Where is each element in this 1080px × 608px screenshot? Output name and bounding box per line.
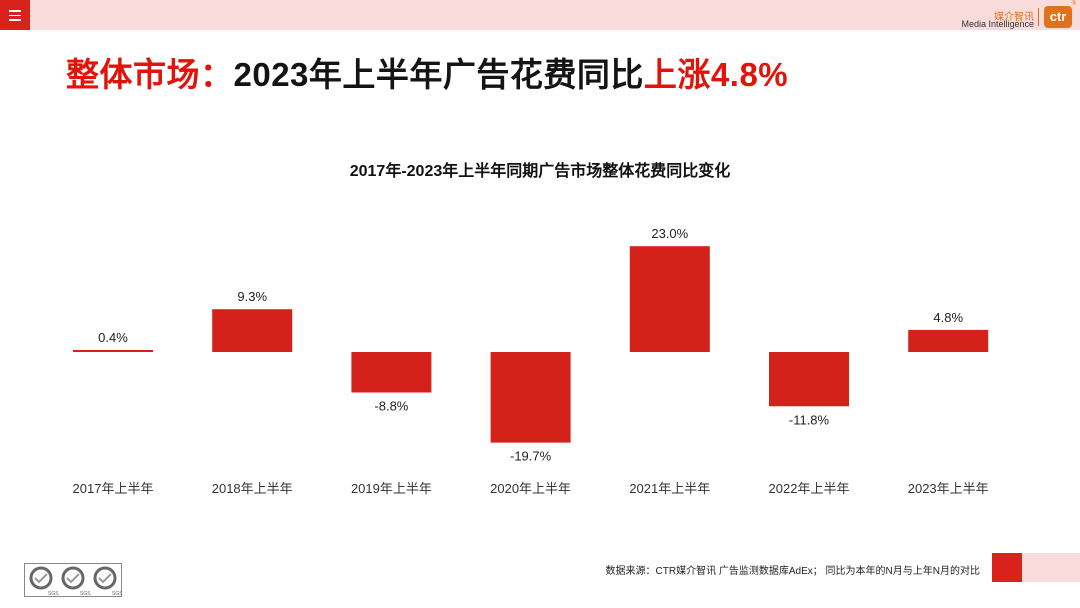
- page-title-part1: 整体市场：: [66, 56, 234, 93]
- category-label-2018年上半年: 2018年上半年: [212, 481, 293, 496]
- brand-separator: [1038, 8, 1039, 26]
- data-label-2022年上半年: -11.8%: [789, 412, 830, 427]
- category-label-2019年上半年: 2019年上半年: [351, 481, 432, 496]
- data-label-2021年上半年: 23.0%: [651, 226, 688, 241]
- data-label-2018年上半年: 9.3%: [237, 289, 267, 304]
- page-title-part3: 上涨4.8%: [643, 56, 789, 93]
- sgs-certification-icons: SGS SGS SGS: [24, 563, 122, 597]
- data-label-2020年上半年: -19.7%: [510, 449, 552, 464]
- page-title: 整体市场：2023年上半年广告花费同比上涨4.8%: [66, 48, 788, 96]
- category-label-2017年上半年: 2017年上半年: [73, 481, 154, 496]
- footer-accent-red: [992, 553, 1022, 582]
- bar-2019年上半年: [351, 352, 432, 393]
- sgs-label-1: SGS: [48, 591, 59, 597]
- data-source-note: 数据来源：CTR媒介智讯 广告监测数据库AdEx； 同比为本年的N月与上年N月的…: [605, 566, 980, 577]
- category-label-2021年上半年: 2021年上半年: [629, 481, 710, 496]
- footer-accent-pink: [1022, 553, 1080, 582]
- category-label-2023年上半年: 2023年上半年: [908, 481, 989, 496]
- hamburger-menu-icon[interactable]: [0, 0, 30, 30]
- category-label-2020年上半年: 2020年上半年: [490, 481, 571, 496]
- bar-2018年上半年: [212, 309, 293, 352]
- data-label-2017年上半年: 0.4%: [98, 330, 128, 345]
- bar-2021年上半年: [629, 246, 710, 352]
- top-bar: [0, 0, 1080, 30]
- category-label-2022年上半年: 2022年上半年: [769, 481, 850, 496]
- sgs-label-2: SGS: [80, 591, 91, 597]
- ctr-logo: ctr: [1044, 6, 1072, 28]
- registered-mark: ®: [1071, 1, 1076, 7]
- data-label-2023年上半年: 4.8%: [933, 310, 963, 325]
- brand-name-en: Media Intelligence: [961, 19, 1034, 29]
- data-label-2019年上半年: -8.8%: [374, 398, 408, 413]
- bar-2020年上半年: [490, 352, 571, 443]
- bar-2017年上半年: [73, 350, 153, 352]
- chart-title: 2017年-2023年上半年同期广告市场整体花费同比变化: [349, 163, 731, 180]
- page-title-part2: 2023年上半年广告花费同比: [233, 56, 644, 93]
- bar-2022年上半年: [769, 352, 849, 407]
- brand-name-cn: 媒介智讯: [994, 12, 1034, 23]
- sgs-label-3: SGS: [112, 591, 122, 597]
- bar-2023年上半年: [908, 329, 989, 352]
